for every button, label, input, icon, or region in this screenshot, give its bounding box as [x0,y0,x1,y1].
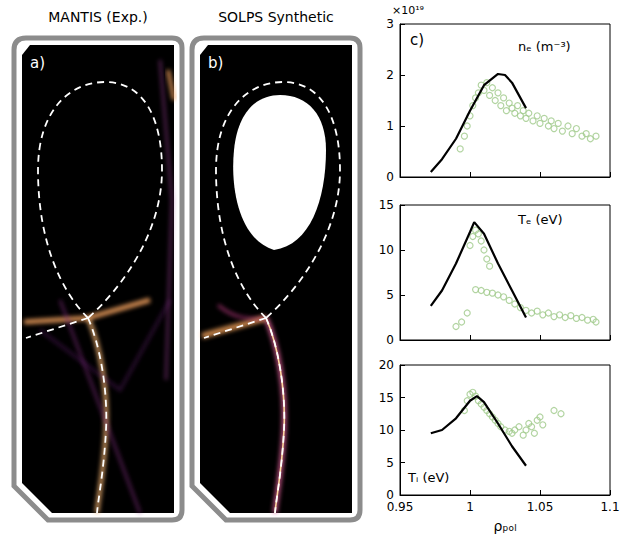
svg-text:Tᵢ (eV): Tᵢ (eV) [407,470,449,485]
svg-text:3: 3 [386,17,394,31]
svg-text:ρₚₒₗ: ρₚₒₗ [494,518,517,534]
svg-text:0: 0 [386,488,394,502]
svg-text:nₑ (m⁻³): nₑ (m⁻³) [518,39,571,54]
svg-text:5: 5 [386,288,394,302]
svg-text:10: 10 [379,243,394,257]
svg-text:20: 20 [379,358,394,372]
svg-text:a): a) [30,54,45,72]
svg-text:b): b) [208,54,223,72]
svg-text:SOLPS Synthetic: SOLPS Synthetic [218,9,334,25]
svg-text:1.05: 1.05 [527,500,554,514]
svg-text:MANTIS (Exp.): MANTIS (Exp.) [48,9,148,25]
svg-text:10: 10 [379,423,394,437]
svg-text:×10¹⁹: ×10¹⁹ [392,4,424,17]
svg-text:1: 1 [386,119,394,133]
svg-text:5: 5 [386,456,394,470]
svg-text:c): c) [410,31,424,49]
svg-text:1: 1 [466,500,474,514]
svg-text:2: 2 [386,68,394,82]
svg-text:15: 15 [379,198,394,212]
svg-text:Tₑ (eV): Tₑ (eV) [517,212,563,227]
svg-text:1.1: 1.1 [600,500,619,514]
svg-text:15: 15 [379,391,394,405]
svg-text:0: 0 [386,333,394,347]
svg-text:0.95: 0.95 [387,500,414,514]
svg-text:0: 0 [386,170,394,184]
